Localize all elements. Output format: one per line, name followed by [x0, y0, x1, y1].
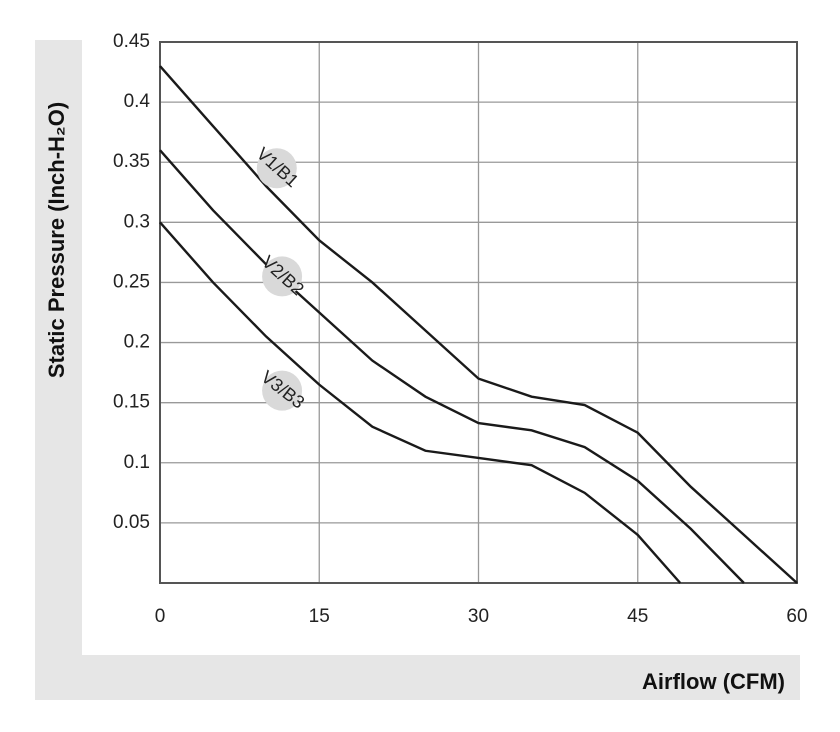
x-tick-label: 15: [309, 606, 330, 627]
x-tick-label: 30: [468, 606, 489, 627]
curve: [159, 149, 745, 584]
y-tick-label: 0.3: [124, 211, 150, 232]
plot-frame: [159, 41, 798, 584]
y-tick-label: 0.25: [113, 271, 150, 292]
y-tick-label: 0.05: [113, 512, 150, 533]
x-band: [35, 655, 800, 700]
curve: [159, 65, 798, 584]
label-badge: [262, 256, 303, 297]
y-tick-label: 0.4: [124, 91, 151, 112]
y-band: [35, 40, 82, 700]
curve: [159, 221, 682, 584]
x-tick-label: 45: [627, 606, 648, 627]
y-tick-label: 0.45: [113, 31, 150, 52]
y-tick-label: 0.1: [124, 452, 150, 473]
y-tick-label: 0.35: [113, 151, 150, 172]
x-axis-title: Airflow (CFM): [642, 669, 785, 694]
y-tick-label: 0.15: [113, 392, 150, 413]
y-tick-label: 0.2: [124, 332, 150, 353]
x-tick-label: 60: [786, 606, 807, 627]
label-badge: [262, 370, 303, 411]
x-tick-label: 0: [155, 606, 166, 627]
y-axis-title: Static Pressure (Inch-H₂O): [44, 102, 69, 378]
label-badge: [256, 148, 297, 189]
